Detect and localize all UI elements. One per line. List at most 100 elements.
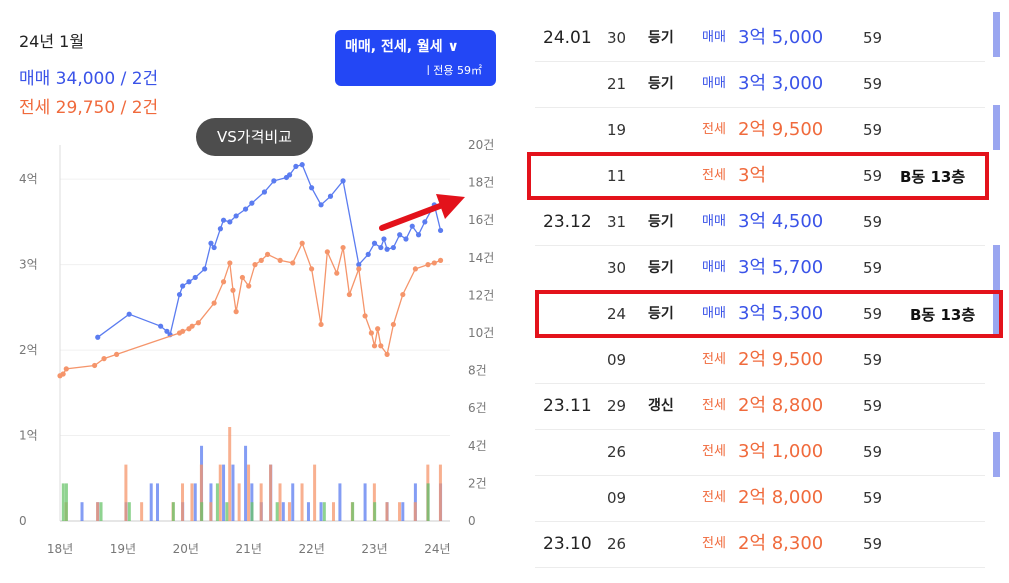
data-point-sale [286,172,293,178]
transaction-row[interactable]: 21 등기 매매 3억 3,000 59 [535,61,985,108]
trade-type-filter-button[interactable]: 매매, 전세, 월세 ∨ ㅣ전용 59㎡ [335,30,496,86]
data-point-jeonse [60,371,66,377]
data-point-sale [95,334,101,340]
highlight-box [535,290,1003,338]
day-label: 09 [607,489,627,507]
volume-bar-green [250,502,254,521]
data-point-jeonse [368,330,374,336]
data-point-sale [249,200,255,206]
area-filter-label: ㅣ전용 59㎡ [423,64,482,77]
price-value: 3억 5,300 [738,303,824,324]
data-point-sale [202,266,208,272]
data-point-sale [340,178,346,184]
data-point-sale [381,236,387,242]
trade-type: 전세 [702,536,726,551]
data-point-sale [227,219,233,225]
data-point-sale [126,311,132,317]
data-point-jeonse [233,309,239,315]
data-point-sale [271,178,277,184]
day-label: 29 [607,397,627,415]
arrow-shaft [379,203,443,231]
volume-bar-sale [291,483,295,521]
row-indicator-bar [993,12,1000,57]
data-point-jeonse [264,251,271,257]
data-point-sale [371,240,378,246]
y-left-tick-label: 3억 [19,258,38,272]
y-left-tick-label: 1억 [19,429,38,443]
volume-bar-jeonse [313,464,317,521]
volume-bar-sale [338,483,342,521]
data-point-sale [415,232,422,238]
trade-type: 매매 [702,306,726,321]
trade-type: 매매 [702,214,726,229]
transaction-row[interactable]: 24.01 30 등기 매매 3억 5,000 59 [535,15,985,62]
data-point-jeonse [211,300,217,306]
volume-bar-jeonse [269,464,273,521]
area-value: 59 [863,351,883,369]
registration-status: 등기 [648,306,674,322]
data-point-sale [180,283,186,289]
transaction-row[interactable]: 19 전세 2억 9,500 59 [535,107,985,154]
y-right-tick-label: 6건 [468,401,487,415]
day-label: 21 [607,75,627,93]
volume-bar-green [215,483,219,521]
volume-bar-jeonse [237,483,241,521]
data-point-jeonse [101,356,107,362]
price-value: 2억 8,300 [738,533,824,554]
month-label: 23.11 [543,396,592,416]
building-floor-annotation: B동 13층 [910,306,976,324]
volume-bar-jeonse [398,502,402,521]
volume-bar-green [373,502,377,521]
transaction-row[interactable]: 26 전세 3억 1,000 59 [535,429,985,476]
volume-bar-sale [281,502,285,521]
data-point-jeonse [230,287,236,293]
day-label: 30 [607,29,627,47]
data-point-sale [384,246,390,252]
area-value: 59 [863,397,883,415]
y-right-tick-label: 20건 [468,138,494,152]
y-right-tick-label: 8건 [468,364,487,378]
data-point-jeonse [384,351,390,357]
highlight-box [527,152,989,200]
day-label: 09 [607,351,627,369]
y-right-tick-label: 12건 [468,288,494,302]
area-value: 59 [863,29,883,47]
transaction-row[interactable]: 23.12 31 등기 매매 3억 4,500 59 [535,199,985,246]
data-point-sale [437,227,444,234]
data-point-jeonse [334,270,340,276]
data-point-jeonse [246,283,252,289]
volume-bar-sale [231,464,235,521]
transaction-row[interactable]: 09 전세 2억 9,500 59 [535,337,985,384]
data-point-jeonse [220,279,227,285]
volume-bar-jeonse [140,502,144,521]
data-point-jeonse [299,240,305,246]
x-tick-label: 22년 [298,542,324,556]
transaction-row[interactable]: 23.11 29 갱신 전세 2억 8,800 59 [535,383,985,430]
volume-bar-sale [222,464,226,521]
vs-price-compare-button[interactable]: VS가격비교 [196,118,313,156]
volume-bar-green [351,502,355,521]
data-point-jeonse [290,260,296,266]
trade-type: 매매 [702,76,726,91]
y-right-tick-label: 2건 [468,476,487,490]
volume-bar-jeonse [247,464,251,521]
data-point-jeonse [375,326,381,332]
area-value: 59 [863,259,883,277]
volume-bar-green [275,502,279,521]
volume-bar-jeonse [287,502,291,521]
price-value: 2억 9,500 [738,349,824,370]
data-point-sale [390,244,396,251]
transaction-row[interactable]: 09 전세 2억 8,000 59 [535,475,985,522]
month-label: 24.01 [543,28,592,48]
volume-bar-sale [306,502,310,521]
data-point-jeonse [356,266,362,272]
y-right-tick-label: 16건 [468,213,494,227]
data-point-jeonse [239,274,246,281]
volume-bar-jeonse [413,502,417,521]
volume-bar-green [225,502,229,521]
transaction-row[interactable]: 23.10 26 전세 2억 8,300 59 [535,521,985,568]
volume-bar-sale [363,483,367,521]
trade-type: 전세 [702,444,726,459]
volume-bar-jeonse [278,483,282,521]
transaction-row[interactable]: 30 등기 매매 3억 5,700 59 [535,245,985,292]
